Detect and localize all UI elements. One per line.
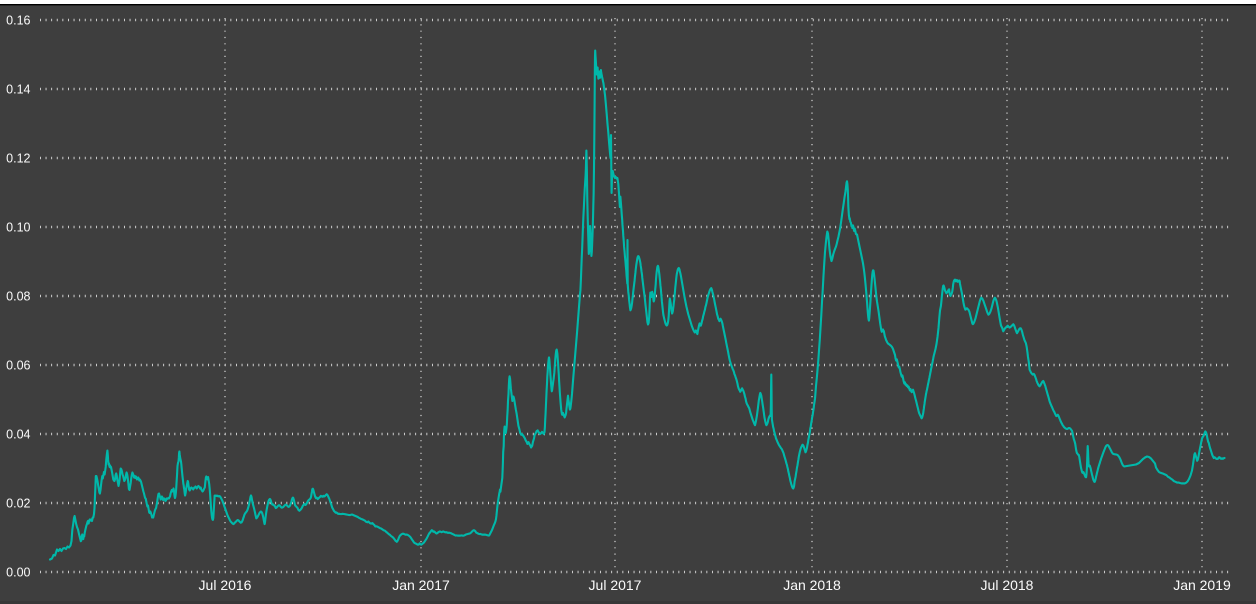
- svg-text:0.04: 0.04: [6, 428, 30, 442]
- svg-text:0.10: 0.10: [6, 221, 30, 235]
- svg-text:Jul 2017: Jul 2017: [589, 577, 642, 593]
- svg-text:0.08: 0.08: [6, 290, 30, 304]
- svg-text:Jan 2019: Jan 2019: [1173, 577, 1231, 593]
- svg-text:0.02: 0.02: [6, 497, 30, 511]
- svg-text:Jan 2018: Jan 2018: [783, 577, 841, 593]
- svg-text:Jan 2017: Jan 2017: [392, 577, 450, 593]
- svg-text:Jul 2016: Jul 2016: [199, 577, 252, 593]
- svg-text:Jul 2018: Jul 2018: [981, 577, 1034, 593]
- svg-text:0.14: 0.14: [6, 83, 30, 97]
- svg-text:0.12: 0.12: [6, 152, 30, 166]
- svg-text:0.06: 0.06: [6, 359, 30, 373]
- svg-text:0.16: 0.16: [6, 14, 30, 28]
- svg-text:0.00: 0.00: [6, 566, 30, 580]
